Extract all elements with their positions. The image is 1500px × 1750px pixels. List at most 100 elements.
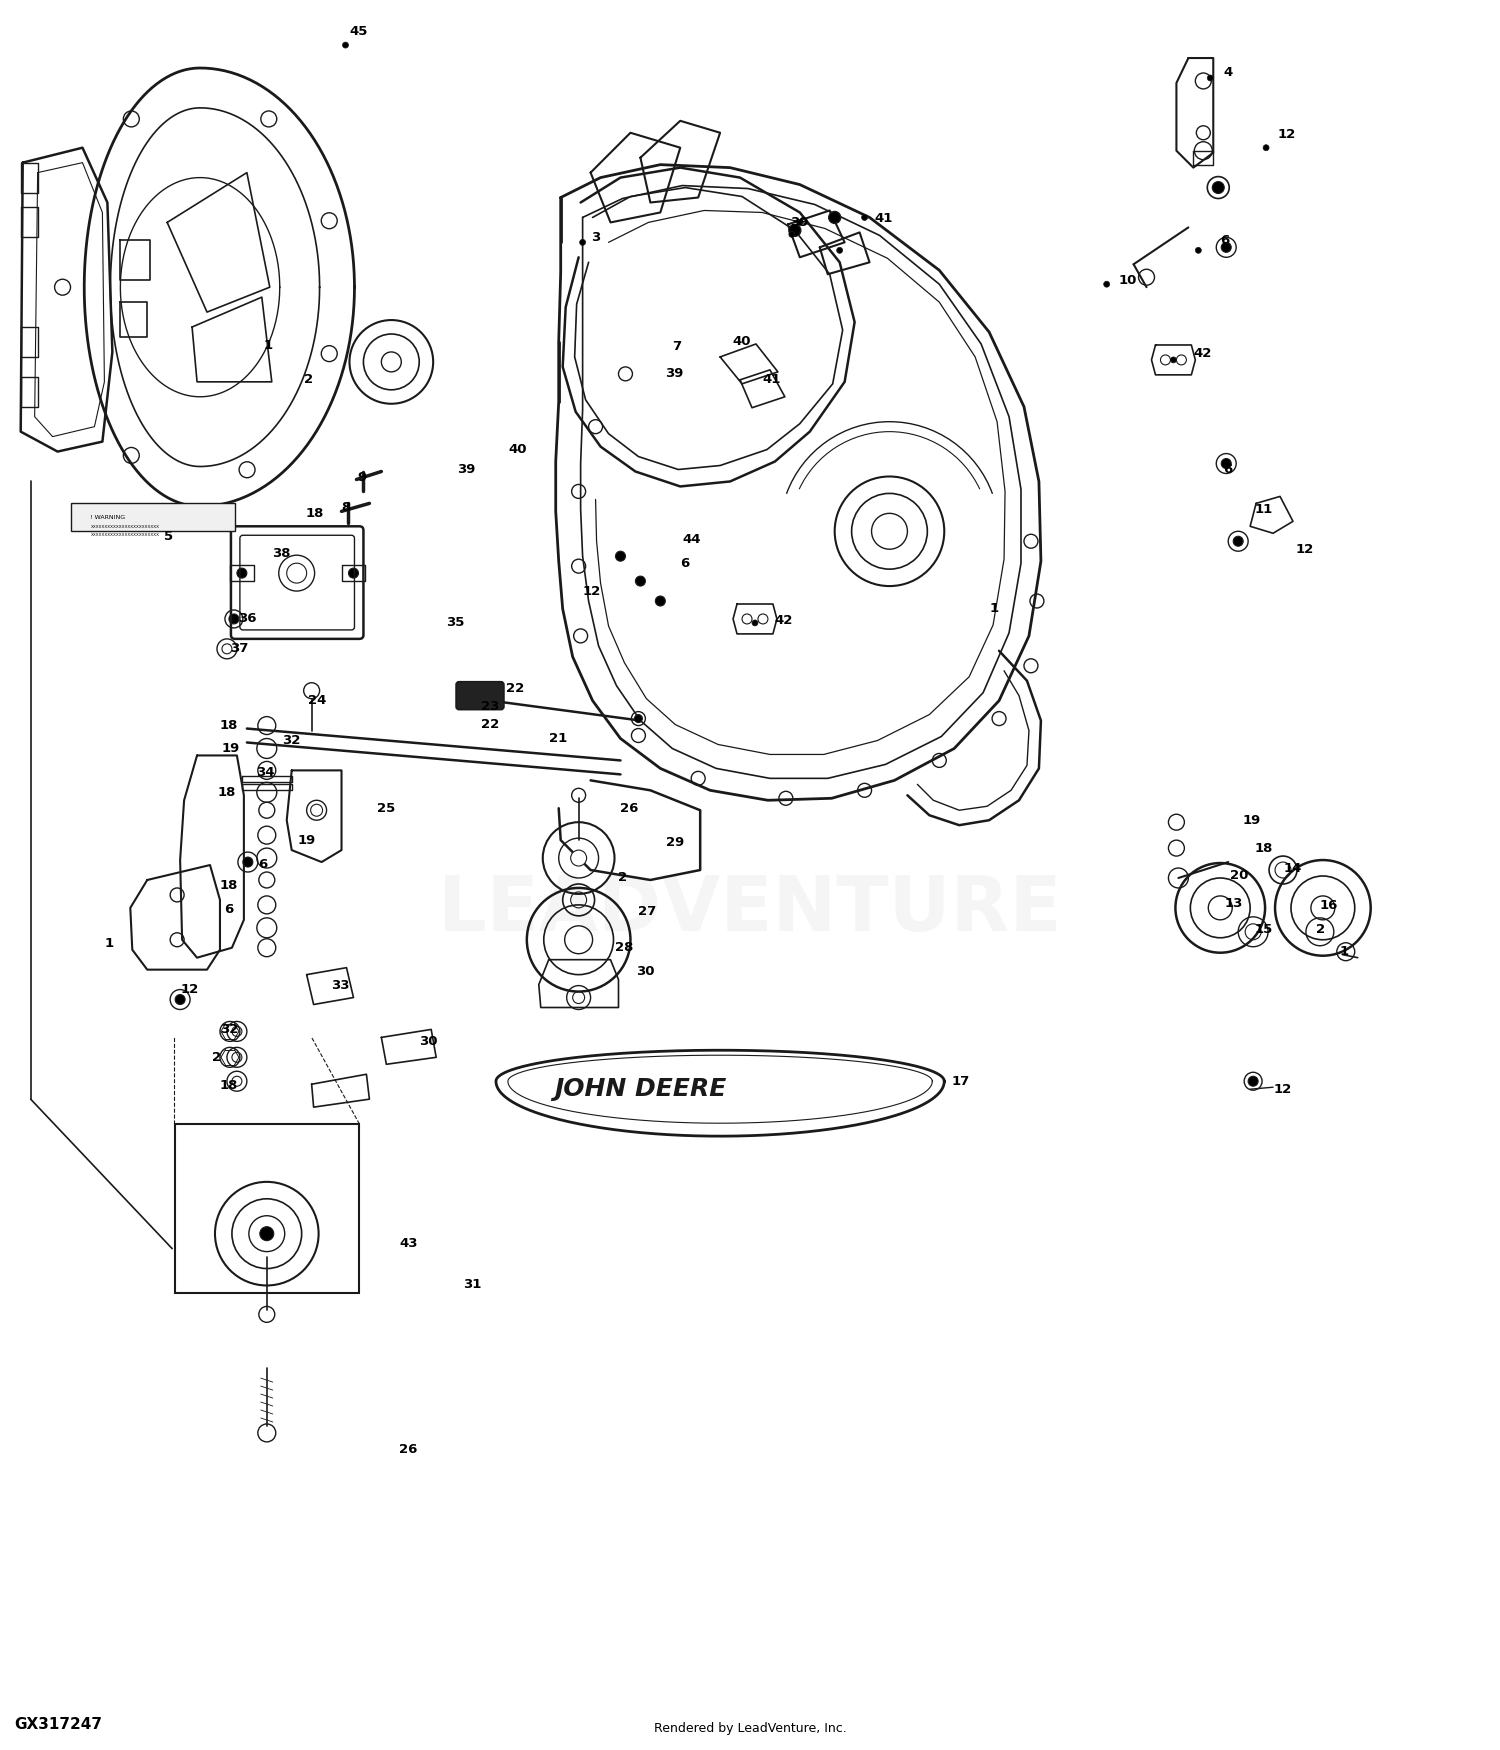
Text: 36: 36 [238,612,256,625]
Text: 22: 22 [482,718,500,732]
Text: 2: 2 [211,1050,220,1064]
Text: 8: 8 [342,500,351,514]
Text: 28: 28 [615,942,633,954]
Circle shape [303,682,320,698]
Text: ! WARNING: ! WARNING [90,514,126,520]
Text: 16: 16 [1320,900,1338,912]
Text: 1: 1 [1340,945,1348,959]
Text: 1: 1 [988,602,998,616]
Text: 26: 26 [399,1444,417,1456]
Text: 43: 43 [399,1237,418,1250]
Circle shape [636,576,645,586]
Text: XXXXXXXXXXXXXXXXXXXXXXXX: XXXXXXXXXXXXXXXXXXXXXXXX [90,525,159,528]
Text: 1: 1 [105,938,114,950]
Text: 6: 6 [1221,234,1230,247]
Circle shape [1263,145,1269,150]
Text: LEADVENTURE: LEADVENTURE [438,873,1062,947]
Circle shape [1233,536,1244,546]
Text: 18: 18 [306,507,324,520]
Text: 25: 25 [378,802,396,816]
Text: 3: 3 [591,231,600,243]
Text: 21: 21 [549,732,567,746]
Text: 35: 35 [446,616,465,630]
Text: 18: 18 [220,719,238,732]
Circle shape [1221,458,1232,469]
Text: 44: 44 [682,532,700,546]
Text: 1: 1 [264,340,273,352]
Text: 39: 39 [458,464,476,476]
Circle shape [752,620,758,626]
Text: 19: 19 [222,742,240,754]
Text: 20: 20 [1230,870,1248,882]
Circle shape [1196,247,1202,254]
Text: 12: 12 [1296,542,1314,556]
Text: 30: 30 [419,1034,438,1048]
Circle shape [789,224,801,236]
Circle shape [243,858,254,866]
Text: 15: 15 [1254,924,1272,936]
Circle shape [579,240,585,245]
Text: 6: 6 [224,903,232,917]
Text: 12: 12 [1274,1083,1293,1096]
Text: 40: 40 [509,443,528,457]
Circle shape [828,212,840,224]
Circle shape [789,231,795,238]
Text: Rendered by LeadVenture, Inc.: Rendered by LeadVenture, Inc. [654,1722,846,1736]
Circle shape [176,994,184,1004]
Circle shape [615,551,626,562]
Circle shape [237,569,248,578]
Text: 31: 31 [464,1278,482,1292]
Text: 18: 18 [220,1078,238,1092]
Circle shape [837,247,843,254]
Text: 42: 42 [1194,348,1212,360]
Text: 6: 6 [1222,464,1233,476]
Text: 9: 9 [357,471,366,485]
Text: 12: 12 [180,984,198,996]
Circle shape [342,42,348,47]
Text: 40: 40 [732,336,750,348]
Circle shape [348,569,358,578]
Text: 6: 6 [258,858,267,870]
Text: 7: 7 [672,341,681,354]
Text: 13: 13 [1224,898,1242,910]
Text: 34: 34 [256,766,274,779]
Text: 12: 12 [1278,128,1296,142]
Circle shape [796,219,802,226]
Circle shape [1212,182,1224,194]
Text: 19: 19 [1242,814,1260,826]
Circle shape [634,714,642,723]
Text: 38: 38 [272,546,291,560]
Text: 45: 45 [350,24,368,38]
Text: 14: 14 [1284,861,1302,875]
Text: 41: 41 [874,212,892,226]
Text: 29: 29 [666,835,684,849]
Text: 11: 11 [1254,502,1272,516]
Text: 26: 26 [621,802,639,816]
Circle shape [656,597,666,605]
FancyBboxPatch shape [176,1124,360,1293]
Circle shape [570,850,586,866]
Text: 18: 18 [1254,842,1272,854]
Text: XXXXXXXXXXXXXXXXXXXXXXXX: XXXXXXXXXXXXXXXXXXXXXXXX [90,534,159,537]
Text: 30: 30 [636,966,656,978]
Text: 33: 33 [332,978,350,992]
Text: 18: 18 [217,786,237,798]
Text: 6: 6 [681,556,690,570]
FancyBboxPatch shape [70,504,236,532]
Text: 24: 24 [308,695,326,707]
Circle shape [1170,357,1176,362]
Text: 32: 32 [220,1024,238,1036]
Circle shape [1248,1076,1258,1087]
Text: 2: 2 [1316,924,1324,936]
Text: 22: 22 [506,682,524,695]
Text: JOHN DEERE: JOHN DEERE [554,1078,726,1101]
Text: GX317247: GX317247 [15,1717,102,1732]
Text: 42: 42 [776,614,794,628]
Text: 4: 4 [1222,66,1233,79]
Text: 39: 39 [790,215,808,229]
Text: 2: 2 [303,373,313,387]
Text: 5: 5 [164,530,174,542]
Text: 19: 19 [297,833,316,847]
Circle shape [861,215,867,220]
Text: 2: 2 [618,872,627,884]
